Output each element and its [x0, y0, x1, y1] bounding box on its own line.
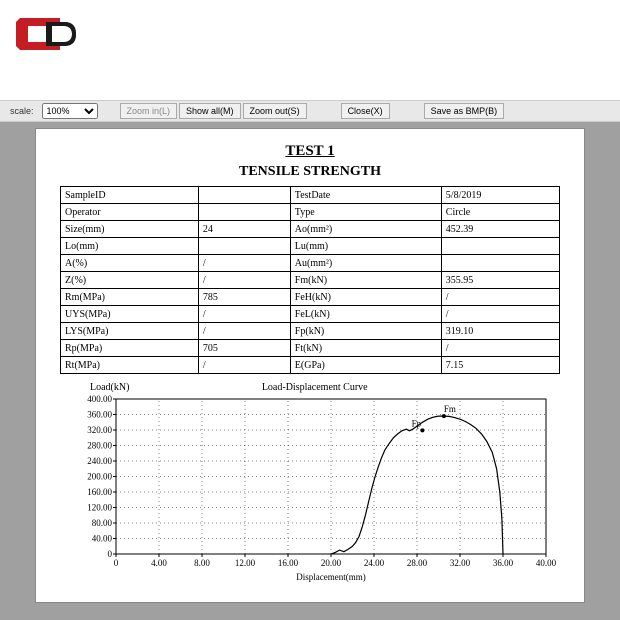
svg-text:20.00: 20.00 — [321, 558, 342, 568]
svg-text:28.00: 28.00 — [407, 558, 428, 568]
table-label: UYS(MPa) — [61, 306, 199, 323]
table-label: FeH(kN) — [290, 289, 441, 306]
table-label: A(%) — [61, 255, 199, 272]
svg-text:40.00: 40.00 — [536, 558, 556, 568]
svg-text:8.00: 8.00 — [194, 558, 210, 568]
table-value — [441, 238, 559, 255]
table-value: 24 — [198, 221, 290, 238]
svg-text:280.00: 280.00 — [87, 441, 112, 451]
table-value — [198, 187, 290, 204]
table-value: / — [198, 255, 290, 272]
table-label: Operator — [61, 204, 199, 221]
table-value: / — [441, 306, 559, 323]
report-subtitle: TENSILE STRENGTH — [60, 164, 560, 180]
table-value: 7.15 — [441, 357, 559, 374]
table-label: Ao(mm²) — [290, 221, 441, 238]
table-label: Ft(kN) — [290, 340, 441, 357]
table-row: Rt(MPa)/E(GPa)7.15 — [61, 357, 560, 374]
table-row: SampleID TestDate5/8/2019 — [61, 187, 560, 204]
table-value: 452.39 — [441, 221, 559, 238]
table-value: 319.10 — [441, 323, 559, 340]
svg-text:0: 0 — [114, 558, 119, 568]
svg-text:80.00: 80.00 — [92, 518, 113, 528]
table-value: / — [441, 289, 559, 306]
toolbar: scale: 100% Zoom in(L) Show all(M) Zoom … — [0, 100, 620, 122]
table-label: Rm(MPa) — [61, 289, 199, 306]
report-page: TEST 1 TENSILE STRENGTH SampleID TestDate… — [35, 128, 585, 603]
table-label: Rt(MPa) — [61, 357, 199, 374]
table-label: Fm(kN) — [290, 272, 441, 289]
page-background: TEST 1 TENSILE STRENGTH SampleID TestDate… — [0, 122, 620, 620]
table-value: / — [198, 306, 290, 323]
load-displacement-chart: 0 40.00 80.00 120.00 160.00 200.00 240.00 280.0… — [64, 393, 556, 582]
table-value: / — [198, 357, 290, 374]
svg-text:360.00: 360.00 — [87, 410, 112, 420]
brand-logo — [12, 12, 92, 61]
table-label: TestDate — [290, 187, 441, 204]
table-value: 785 — [198, 289, 290, 306]
svg-text:12.00: 12.00 — [235, 558, 256, 568]
svg-text:Fm: Fm — [444, 404, 456, 414]
table-row: Rm(MPa)785FeH(kN)/ — [61, 289, 560, 306]
show-all-button[interactable]: Show all(M) — [179, 103, 241, 119]
zoom-select[interactable]: 100% — [42, 103, 98, 119]
zoom-in-button[interactable]: Zoom in(L) — [120, 103, 178, 119]
svg-text:Fp: Fp — [412, 418, 422, 428]
table-label: FeL(kN) — [290, 306, 441, 323]
svg-text:Displacement(mm): Displacement(mm) — [296, 572, 365, 582]
close-button[interactable]: Close(X) — [341, 103, 390, 119]
svg-text:0: 0 — [108, 549, 113, 559]
data-table: SampleID TestDate5/8/2019 Operator TypeCirc… — [60, 186, 560, 374]
svg-text:200.00: 200.00 — [87, 472, 112, 482]
table-label: LYS(MPa) — [61, 323, 199, 340]
table-label: SampleID — [61, 187, 199, 204]
svg-text:400.00: 400.00 — [87, 394, 112, 404]
table-label: Lo(mm) — [61, 238, 199, 255]
report-title: TEST 1 — [60, 143, 560, 160]
table-label: Fp(kN) — [290, 323, 441, 340]
table-label: E(GPa) — [290, 357, 441, 374]
table-value — [441, 255, 559, 272]
save-bmp-button[interactable]: Save as BMP(B) — [424, 103, 505, 119]
svg-text:240.00: 240.00 — [87, 456, 112, 466]
table-value: 705 — [198, 340, 290, 357]
table-row: LYS(MPa)/Fp(kN)319.10 — [61, 323, 560, 340]
table-label: Size(mm) — [61, 221, 199, 238]
zoom-out-button[interactable]: Zoom out(S) — [243, 103, 307, 119]
table-label: Lu(mm) — [290, 238, 441, 255]
svg-text:24.00: 24.00 — [364, 558, 385, 568]
svg-text:4.00: 4.00 — [151, 558, 167, 568]
svg-text:320.00: 320.00 — [87, 425, 112, 435]
chart-container: Load(kN) Load-Displacement Curve 0 40.00 8… — [60, 382, 560, 582]
table-row: Operator TypeCircle — [61, 204, 560, 221]
table-row: Size(mm)24Ao(mm²)452.39 — [61, 221, 560, 238]
chart-title: Load-Displacement Curve — [129, 382, 500, 393]
table-value: 5/8/2019 — [441, 187, 559, 204]
table-value: / — [198, 272, 290, 289]
table-value — [198, 204, 290, 221]
table-value — [198, 238, 290, 255]
table-row: Rp(MPa)705Ft(kN)/ — [61, 340, 560, 357]
table-value: / — [198, 323, 290, 340]
table-value: Circle — [441, 204, 559, 221]
table-row: UYS(MPa)/FeL(kN)/ — [61, 306, 560, 323]
table-row: Lo(mm) Lu(mm) — [61, 238, 560, 255]
svg-text:40.00: 40.00 — [92, 534, 113, 544]
svg-text:160.00: 160.00 — [87, 487, 112, 497]
svg-text:36.00: 36.00 — [493, 558, 514, 568]
svg-text:16.00: 16.00 — [278, 558, 299, 568]
table-value: / — [441, 340, 559, 357]
scale-label: scale: — [4, 106, 40, 116]
table-label: Type — [290, 204, 441, 221]
y-axis-label: Load(kN) — [90, 382, 129, 393]
svg-text:32.00: 32.00 — [450, 558, 471, 568]
table-value: 355.95 — [441, 272, 559, 289]
table-row: Z(%)/Fm(kN)355.95 — [61, 272, 560, 289]
table-label: Rp(MPa) — [61, 340, 199, 357]
svg-text:120.00: 120.00 — [87, 503, 112, 513]
table-label: Z(%) — [61, 272, 199, 289]
table-label: Au(mm²) — [290, 255, 441, 272]
table-row: A(%)/Au(mm²) — [61, 255, 560, 272]
